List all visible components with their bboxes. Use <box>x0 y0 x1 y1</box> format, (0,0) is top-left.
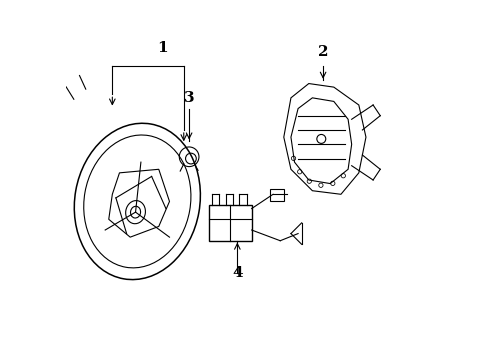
Text: 2: 2 <box>317 45 327 59</box>
Text: 1: 1 <box>157 41 167 55</box>
Text: 4: 4 <box>232 266 242 280</box>
Text: 3: 3 <box>183 91 194 105</box>
